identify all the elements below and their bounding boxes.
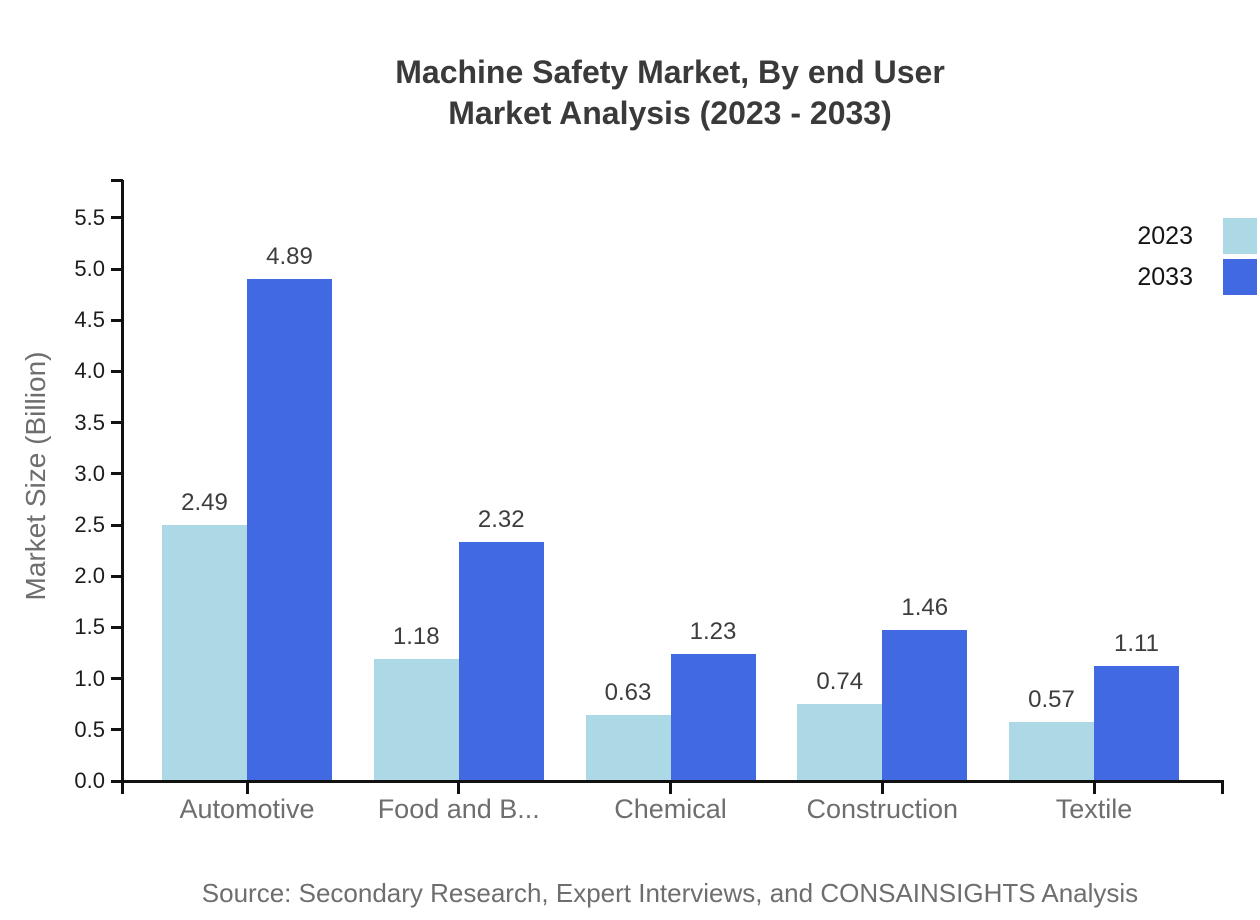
x-tick [245, 780, 249, 794]
bar-2023-Food and B... [373, 659, 459, 780]
y-tick [110, 574, 123, 578]
y-tick [110, 318, 123, 322]
y-tick [110, 369, 123, 373]
x-axis-end-tick [121, 780, 124, 794]
legend-swatch [1223, 259, 1257, 295]
bar-2033-Textile [1094, 666, 1179, 780]
category-label: Construction [806, 794, 959, 824]
source-note: Source: Secondary Research, Expert Inter… [201, 878, 1139, 908]
bar-2033-Food and B... [458, 542, 544, 780]
y-tick [110, 625, 123, 629]
y-tick-label: 1.5 [74, 614, 105, 640]
legend-item: 2023 [1137, 218, 1257, 254]
category-label: Textile [1055, 794, 1133, 824]
x-axis-end-tick [1220, 780, 1224, 794]
y-tick-label: 5.0 [74, 256, 105, 281]
legend: 2023 2033 [1137, 218, 1257, 300]
bar-2023-Construction [797, 704, 883, 780]
y-tick [110, 779, 123, 783]
y-axis-line [121, 180, 124, 783]
x-tick [1092, 780, 1096, 794]
value-label: 1.18 [392, 623, 440, 651]
bar-2033-Chemical [670, 654, 756, 780]
y-tick [110, 728, 123, 732]
y-tick [110, 677, 123, 681]
value-label: 4.89 [266, 243, 313, 271]
x-tick [880, 780, 884, 794]
y-tick-label: 2.0 [74, 563, 105, 589]
value-label: 2.49 [181, 489, 228, 517]
value-label: 1.46 [901, 594, 949, 622]
y-tick-label: 0.0 [74, 768, 105, 793]
bar-2033-Automotive [247, 279, 332, 780]
bar-2033-Construction [882, 630, 968, 780]
y-tick [110, 267, 123, 271]
value-label: 0.57 [1028, 685, 1075, 713]
bar-2023-Textile [1009, 721, 1094, 780]
legend-item: 2033 [1137, 259, 1257, 295]
y-tick-label: 1.0 [74, 665, 105, 691]
y-tick [110, 472, 123, 476]
x-tick [457, 780, 461, 794]
y-tick-label: 0.5 [74, 716, 105, 742]
y-tick [110, 421, 123, 425]
y-tick-label: 4.5 [74, 307, 105, 333]
y-tick-label: 3.0 [74, 460, 105, 486]
legend-swatch [1223, 218, 1257, 254]
x-tick [669, 780, 672, 794]
y-tick [110, 216, 123, 220]
y-tick-label: 5.5 [74, 204, 105, 230]
bar-2023-Chemical [585, 715, 671, 780]
legend-label: 2033 [1137, 262, 1193, 291]
category-label: Chemical [614, 794, 727, 824]
value-label: 2.32 [477, 506, 525, 534]
category-label: Automotive [179, 794, 315, 824]
legend-label: 2023 [1137, 221, 1193, 250]
chart-title-line2: Market Analysis (2023 - 2033) [448, 95, 892, 131]
y-tick-label: 2.5 [74, 512, 105, 537]
value-label: 1.23 [689, 618, 737, 646]
y-tick-label: 3.5 [74, 409, 105, 435]
chart-title: Machine Safety Market, By end User Marke… [80, 52, 1260, 134]
y-tick [110, 523, 123, 527]
bar-2023-Automotive [162, 525, 247, 780]
value-label: 0.74 [816, 668, 864, 696]
value-label: 1.11 [1114, 630, 1159, 658]
y-tick-label: 4.0 [74, 358, 105, 384]
y-axis-end-tick [110, 178, 123, 182]
category-label: Food and B... [377, 794, 540, 824]
value-label: 0.63 [604, 679, 652, 707]
chart-title-line1: Machine Safety Market, By end User [395, 54, 945, 90]
